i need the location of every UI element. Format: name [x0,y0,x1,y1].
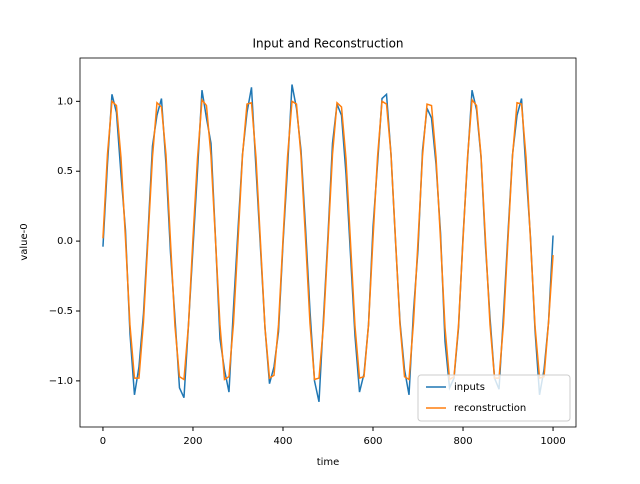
x-axis-label: time [317,457,340,468]
y-axis-label: value-0 [19,223,30,260]
y-tick-label: 0.5 [57,166,73,177]
y-tick-label: −0.5 [49,306,73,317]
chart-title: Input and Reconstruction [252,37,403,51]
x-tick-label: 400 [273,436,292,447]
x-tick-label: 1000 [540,436,565,447]
legend-box [417,374,571,422]
x-tick-label: 600 [363,436,382,447]
legend-label: inputs [454,382,485,393]
legend-label: reconstruction [454,403,526,414]
y-tick-label: −1.0 [49,376,73,387]
x-tick-label: 0 [100,436,106,447]
y-tick-label: 0.0 [57,236,73,247]
series-line [102,97,554,381]
plot-frame [79,57,577,428]
x-tick-label: 200 [183,436,202,447]
x-tick-label: 800 [453,436,472,447]
y-tick-label: 1.0 [57,96,73,107]
